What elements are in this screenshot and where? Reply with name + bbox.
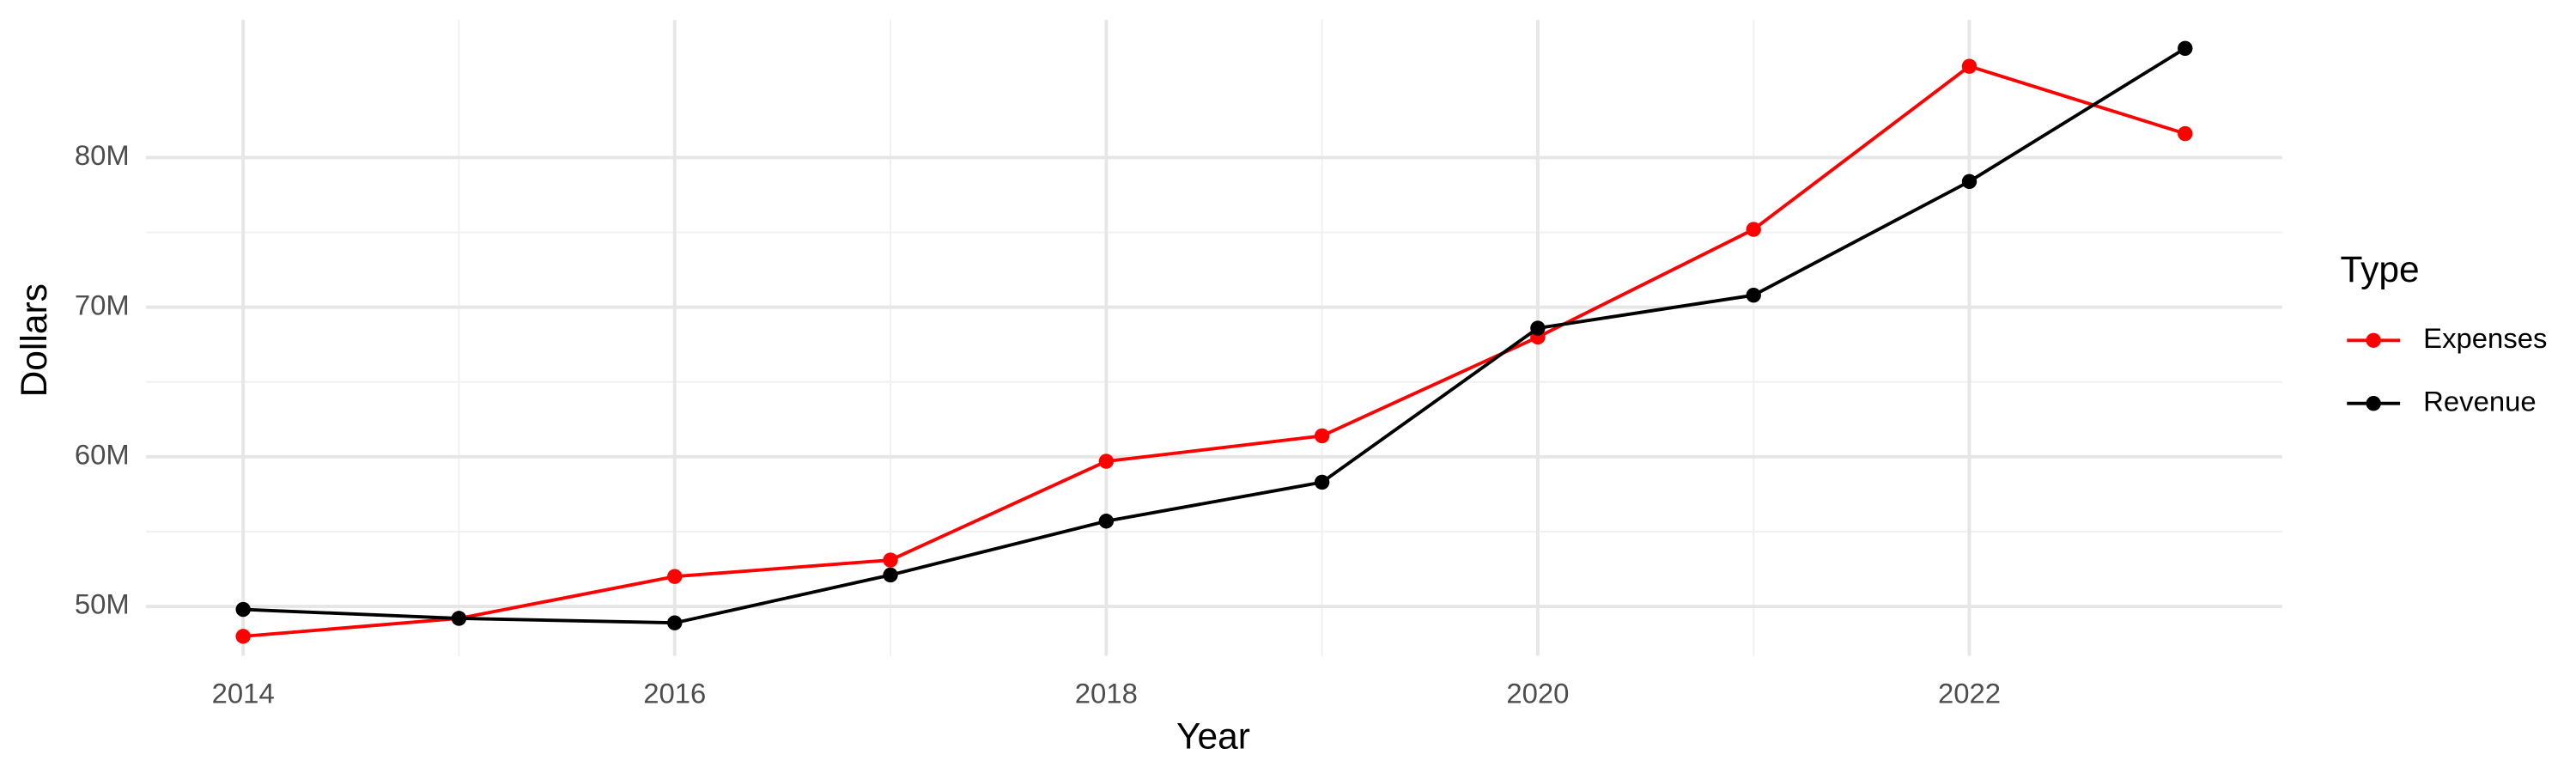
legend-marker [2366,332,2381,348]
data-point [883,567,898,583]
data-point [667,569,683,584]
legend-title: Type [2341,250,2420,290]
x-tick-label: 2016 [643,678,706,709]
data-point [1530,320,1546,336]
data-point [1961,58,1978,74]
y-tick-label: 60M [75,439,130,471]
x-tick-label: 2020 [1506,678,1569,709]
legend-marker [2366,396,2381,411]
data-point [1746,222,1761,237]
legend-label: Revenue [2423,385,2537,417]
y-axis-title: Dollars [15,283,55,397]
data-point [1098,514,1115,529]
y-tick-label: 70M [75,289,130,320]
data-point [1098,453,1115,469]
legend-label: Expenses [2423,322,2547,354]
series-line [243,46,2186,625]
y-tick-label: 50M [75,588,130,620]
y-tick-label: 80M [75,139,130,171]
data-point [1961,173,1978,190]
data-point [235,629,251,644]
x-axis-title: Year [1176,716,1250,757]
data-point [1314,474,1330,490]
data-point [1746,288,1761,303]
data-point [451,611,467,626]
data-point [2178,125,2193,142]
x-tick-label: 2018 [1075,678,1138,709]
data-point [667,615,683,630]
x-tick-label: 2022 [1938,678,2001,709]
series-line [243,64,2186,638]
data-point [883,552,898,568]
data-point [2178,40,2193,56]
data-point [1314,428,1330,444]
data-point [235,601,251,618]
x-tick-label: 2014 [212,678,275,709]
